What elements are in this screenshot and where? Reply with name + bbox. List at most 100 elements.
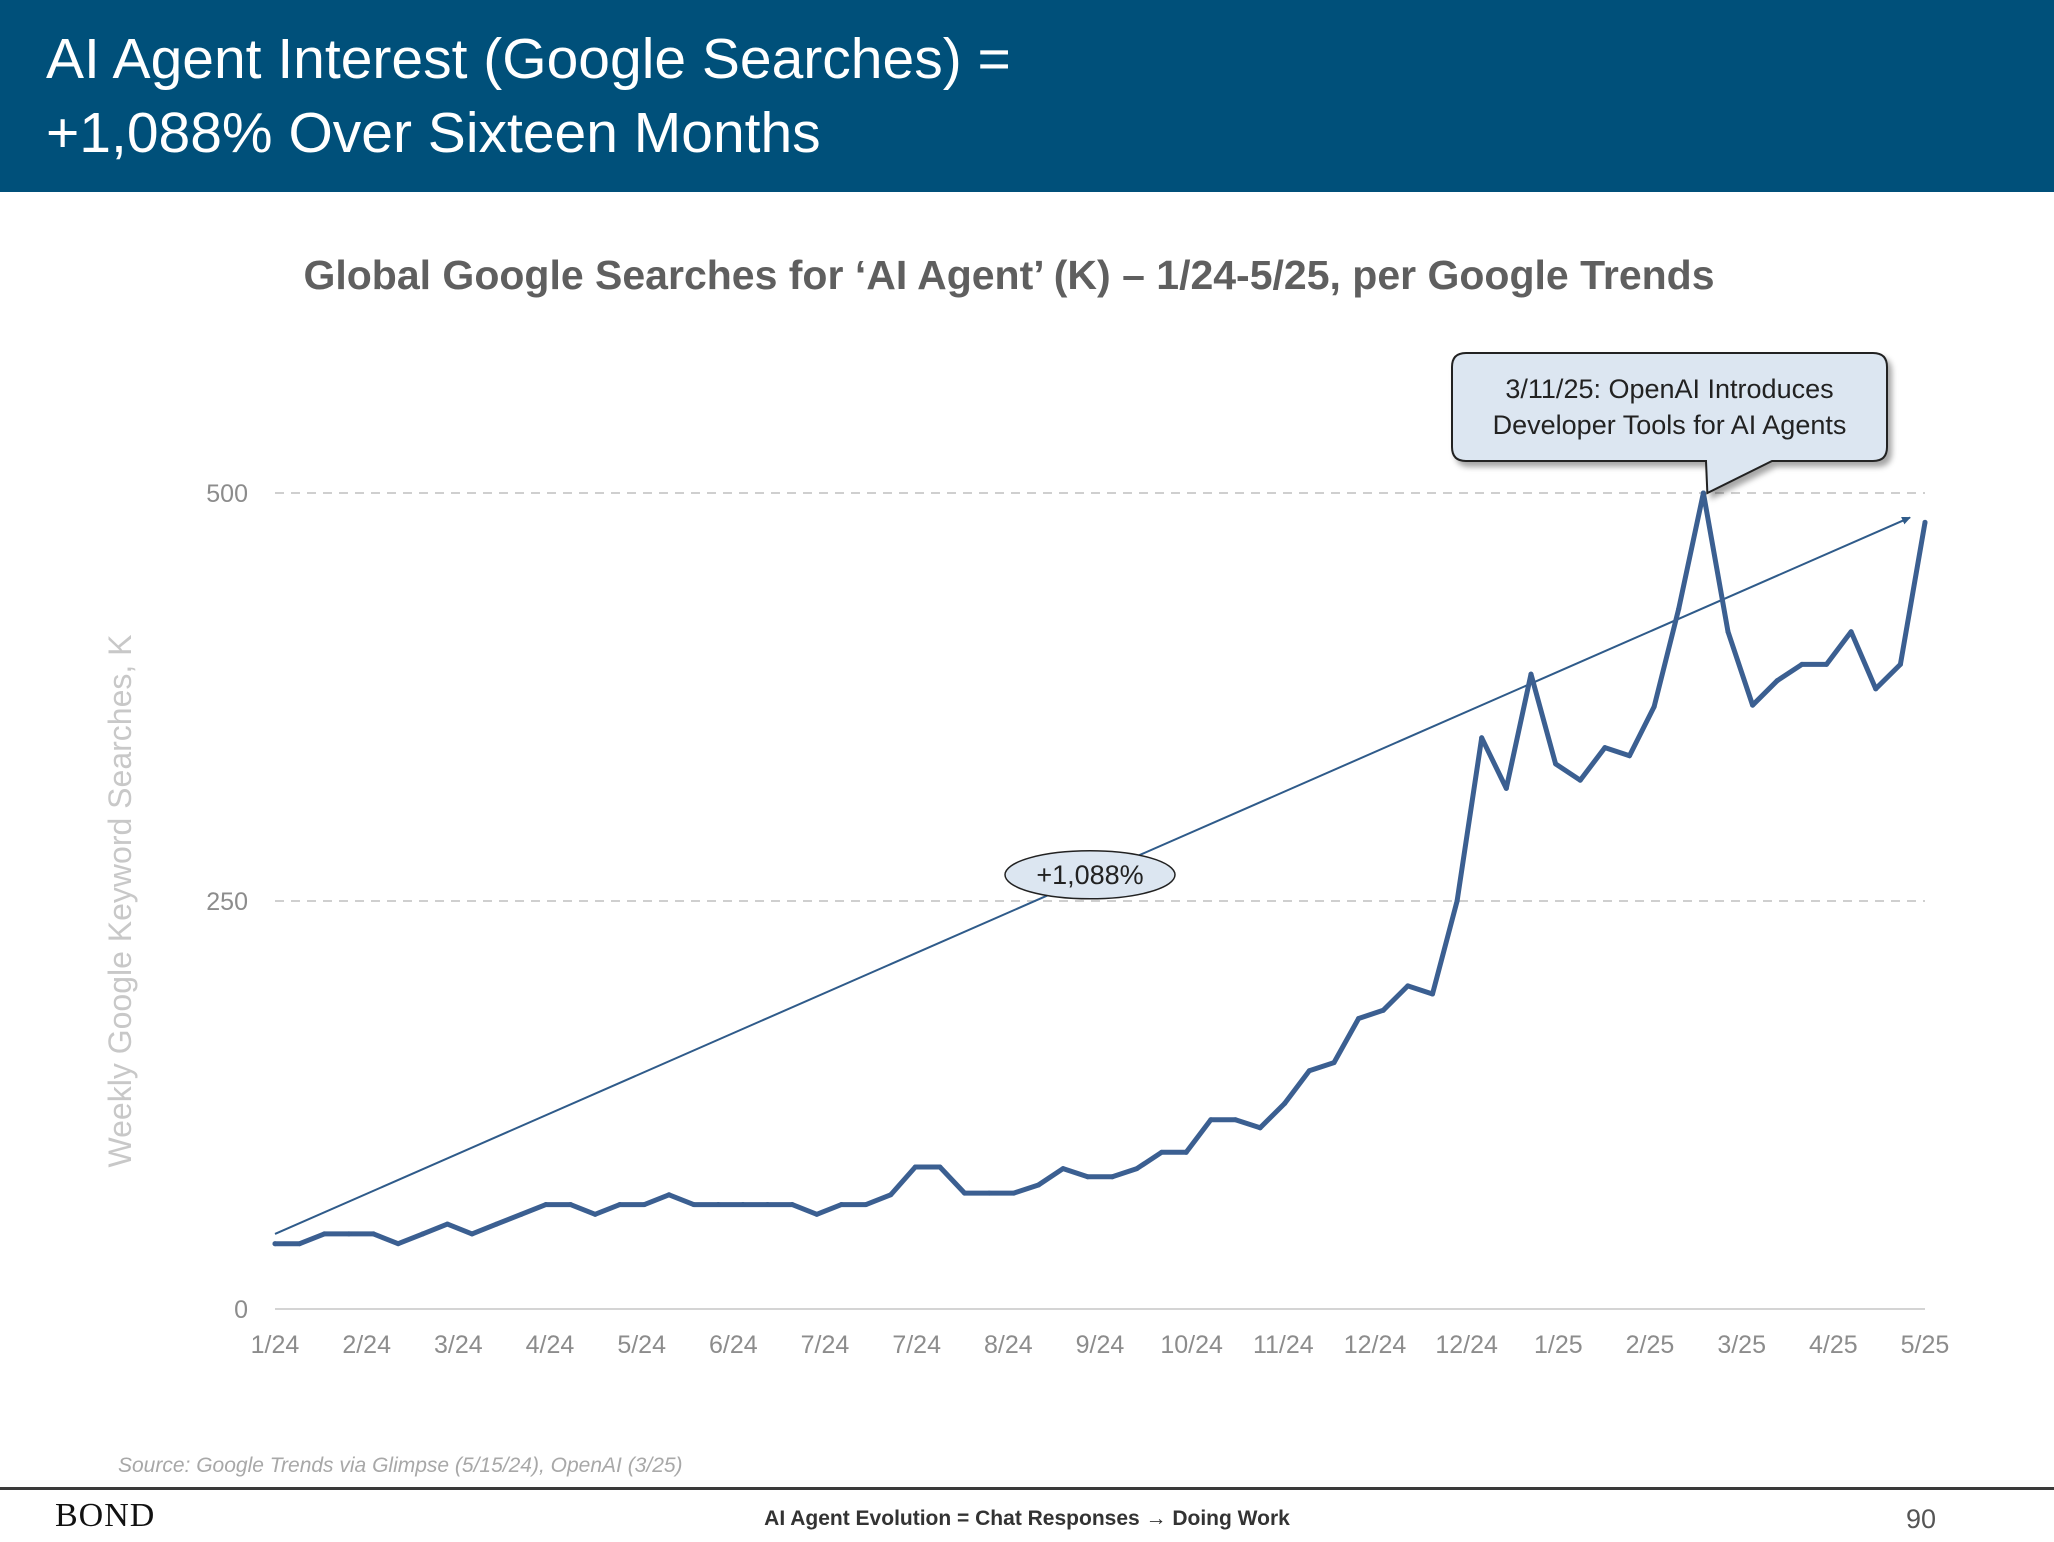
data-point <box>1897 661 1903 667</box>
data-point <box>543 1202 549 1208</box>
x-tick-label: 4/25 <box>1809 1331 1858 1359</box>
callout-line2: Developer Tools for AI Agents <box>1493 410 1847 440</box>
data-point <box>1774 678 1780 684</box>
data-point <box>838 1202 844 1208</box>
data-point <box>1159 1149 1165 1155</box>
data-point <box>912 1164 918 1170</box>
source-note: Source: Google Trends via Glimpse (5/15/… <box>118 1454 683 1477</box>
trend-arrow-group: +1,088% <box>274 516 1911 1235</box>
data-point <box>765 1202 771 1208</box>
x-tick-label: 6/24 <box>709 1331 758 1359</box>
data-point <box>420 1231 426 1237</box>
data-point <box>321 1231 327 1237</box>
x-tick-label: 11/24 <box>1253 1331 1314 1359</box>
annotation-group: 3/11/25: OpenAI Introduces Developer Tool… <box>1451 352 1888 495</box>
x-tick-label: 12/24 <box>1344 1331 1407 1359</box>
data-point <box>1405 983 1411 989</box>
data-point <box>789 1202 795 1208</box>
y-tick-label-500: 500 <box>206 480 248 508</box>
data-point <box>1282 1100 1288 1106</box>
slide-title: AI Agent Interest (Google Searches) = +1… <box>46 22 1011 170</box>
x-tick-label: 7/24 <box>801 1331 850 1359</box>
data-point <box>1331 1060 1337 1066</box>
x-tick-label: 1/24 <box>251 1331 300 1359</box>
growth-label: +1,088% <box>1036 860 1143 890</box>
y-tick-label-0: 0 <box>234 1296 248 1324</box>
data-point <box>1060 1166 1066 1172</box>
x-tick-label: 3/24 <box>434 1331 483 1359</box>
data-point <box>1553 761 1559 767</box>
x-tick-label: 12/24 <box>1435 1331 1498 1359</box>
data-point <box>937 1164 943 1170</box>
data-point <box>1085 1174 1091 1180</box>
data-point <box>1626 753 1632 759</box>
data-point <box>1676 606 1682 612</box>
data-point <box>346 1231 352 1237</box>
data-point <box>1602 745 1608 751</box>
slide-title-line2: +1,088% Over Sixteen Months <box>46 101 821 165</box>
growth-badge <box>1004 850 1176 900</box>
data-point <box>1134 1166 1140 1172</box>
data-point <box>986 1190 992 1196</box>
data-point <box>1109 1174 1115 1180</box>
x-tick-label: 8/24 <box>984 1331 1033 1359</box>
x-tick-label: 3/25 <box>1717 1331 1766 1359</box>
slide-title-line1: AI Agent Interest (Google Searches) = <box>46 27 1011 91</box>
data-point <box>1257 1125 1263 1131</box>
x-tick-label: 10/24 <box>1160 1331 1223 1359</box>
x-tick-label: 5/24 <box>617 1331 666 1359</box>
title-banner: AI Agent Interest (Google Searches) = +1… <box>0 0 2054 192</box>
data-point <box>1454 898 1460 904</box>
data-point <box>1823 661 1829 667</box>
data-point <box>1356 1016 1362 1022</box>
footer-divider <box>0 1487 2054 1490</box>
data-point <box>641 1202 647 1208</box>
data-point <box>395 1241 401 1247</box>
data-point <box>740 1202 746 1208</box>
callout-box <box>1451 352 1888 495</box>
callout-line1: 3/11/25: OpenAI Introduces <box>1505 374 1833 404</box>
data-point <box>1429 991 1435 997</box>
data-point <box>469 1231 475 1237</box>
data-point <box>1035 1182 1041 1188</box>
data-point <box>444 1221 450 1227</box>
data-point <box>1725 629 1731 635</box>
data-point <box>1479 735 1485 741</box>
data-point <box>1577 777 1583 783</box>
footer-caption: AI Agent Evolution = Chat Responses → Do… <box>764 1507 1290 1530</box>
data-point <box>1651 704 1657 710</box>
data-point <box>1922 519 1928 525</box>
x-tick-label: 1/25 <box>1534 1331 1583 1359</box>
data-point <box>1011 1190 1017 1196</box>
data-point <box>666 1192 672 1198</box>
x-tick-label: 5/25 <box>1901 1331 1950 1359</box>
series-line <box>272 490 1928 1247</box>
data-point <box>592 1211 598 1217</box>
data-point <box>1380 1007 1386 1013</box>
data-point <box>1503 785 1509 791</box>
data-point <box>371 1231 377 1237</box>
data-point <box>715 1202 721 1208</box>
chart-title: Global Google Searches for ‘AI Agent’ (K… <box>303 252 1715 298</box>
data-point <box>1700 490 1706 496</box>
axes: 0 250 500 1/24 2/24 3/24 4/24 5/24 6/24 7/24 7/24 8… <box>102 480 1949 1359</box>
data-point <box>1232 1117 1238 1123</box>
data-point <box>1528 671 1534 677</box>
data-point <box>962 1190 968 1196</box>
data-point <box>814 1211 820 1217</box>
data-point <box>272 1241 278 1247</box>
x-tick-label: 7/24 <box>892 1331 941 1359</box>
data-point <box>1306 1068 1312 1074</box>
x-tick-label: 2/25 <box>1626 1331 1675 1359</box>
gridlines <box>275 492 1925 902</box>
data-point <box>1183 1149 1189 1155</box>
y-tick-label-250: 250 <box>206 888 248 916</box>
bond-logo: BOND <box>55 1497 156 1534</box>
data-point <box>1208 1117 1214 1123</box>
x-tick-label: 2/24 <box>342 1331 391 1359</box>
data-point <box>518 1211 524 1217</box>
data-point <box>1873 686 1879 692</box>
data-point <box>691 1202 697 1208</box>
y-axis-title: Weekly Google Keyword Searches, K <box>102 635 138 1168</box>
x-tick-label: 4/24 <box>526 1331 575 1359</box>
